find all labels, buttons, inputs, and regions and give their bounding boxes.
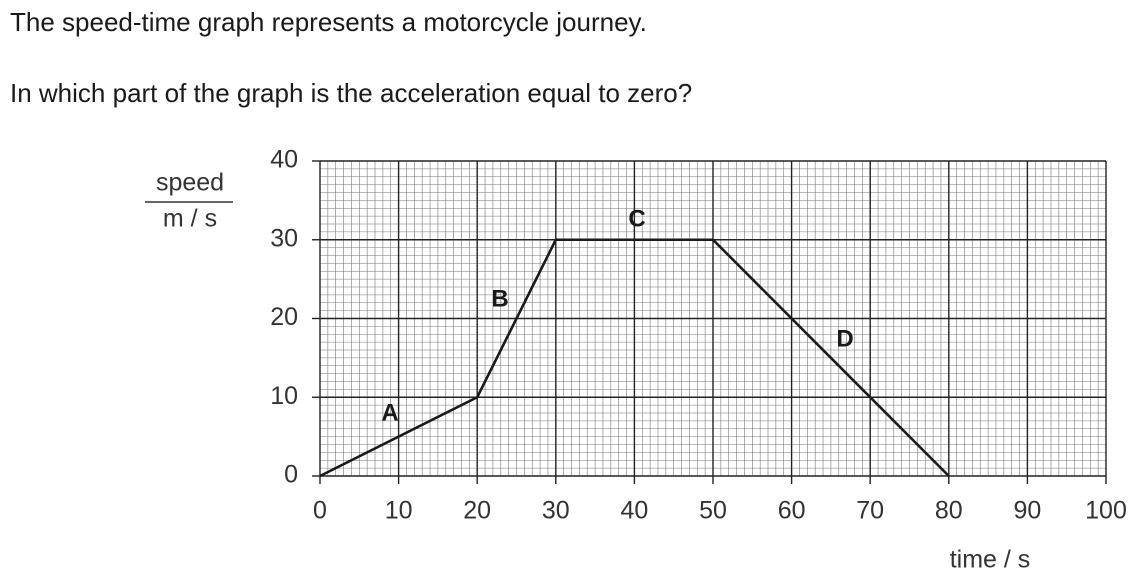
x-tick-label: 100 (1085, 497, 1127, 525)
y-tick-label: 30 (270, 224, 298, 252)
segment-label: A (381, 399, 398, 426)
x-tick-label: 0 (313, 497, 327, 525)
segment-label: B (491, 285, 508, 312)
y-tick-label: 0 (284, 461, 298, 489)
x-tick-label: 40 (620, 497, 648, 525)
y-tick-label: 40 (270, 146, 298, 174)
x-tick-label: 90 (1013, 497, 1041, 525)
speed-line (319, 238, 950, 478)
question-prompt: In which part of the graph is the accele… (10, 78, 692, 108)
segment-label: D (836, 325, 853, 352)
x-tick-label: 50 (699, 497, 727, 525)
y-axis-unit: m / s (163, 205, 217, 233)
y-axis-label: speed (156, 169, 224, 197)
x-axis-label: time / s (950, 546, 1031, 574)
x-tick-label: 80 (935, 497, 963, 525)
question-intro: The speed-time graph represents a motorc… (10, 7, 647, 37)
x-tick-label: 10 (385, 497, 413, 525)
x-tick-label: 20 (463, 497, 491, 525)
y-tick-label: 20 (270, 303, 298, 331)
y-tick-label: 10 (270, 382, 298, 410)
x-tick-label: 60 (778, 497, 806, 525)
x-tick-label: 70 (856, 497, 884, 525)
x-tick-label: 30 (542, 497, 570, 525)
segment-label: C (628, 205, 645, 232)
